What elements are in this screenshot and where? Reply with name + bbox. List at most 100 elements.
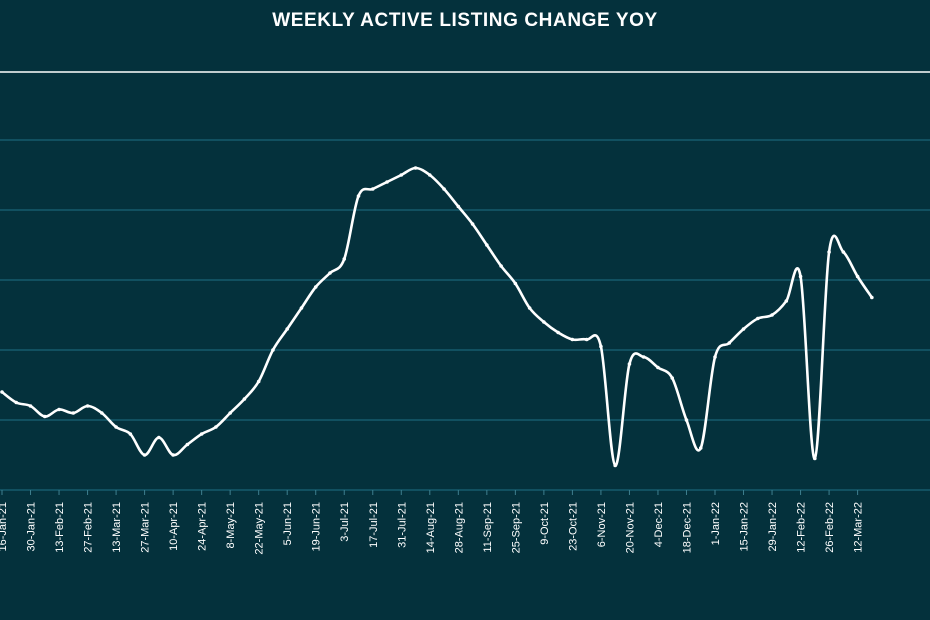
x-tick-label: 6-Nov-21 bbox=[596, 502, 608, 547]
data-point bbox=[599, 344, 603, 349]
data-point bbox=[342, 257, 347, 261]
data-point bbox=[798, 274, 803, 279]
series-line bbox=[0, 166, 874, 467]
data-point bbox=[513, 281, 518, 286]
x-tick-label: 29-Jan-22 bbox=[767, 502, 779, 552]
x-tick-label: 10-Apr-21 bbox=[168, 502, 180, 551]
data-point bbox=[584, 337, 589, 342]
gridlines bbox=[0, 71, 930, 491]
data-point bbox=[313, 285, 318, 289]
x-axis-ticks bbox=[1, 490, 859, 495]
x-tick-label: 13-Mar-21 bbox=[111, 502, 123, 553]
data-point bbox=[841, 250, 846, 254]
data-point bbox=[385, 180, 389, 184]
data-point bbox=[214, 425, 218, 429]
data-point bbox=[470, 222, 475, 226]
x-tick-label: 26-Feb-22 bbox=[824, 502, 836, 553]
chart-title: WEEKLY ACTIVE LISTING CHANGE YOY bbox=[272, 10, 658, 31]
data-point bbox=[71, 411, 76, 415]
data-point bbox=[57, 407, 61, 412]
data-point bbox=[855, 274, 860, 279]
x-tick-label: 17-Jul-21 bbox=[368, 502, 380, 548]
x-tick-label: 27-Feb-21 bbox=[83, 502, 95, 553]
x-tick-label: 12-Feb-22 bbox=[796, 502, 808, 553]
data-point bbox=[85, 404, 90, 408]
series-layer bbox=[0, 166, 874, 468]
data-point bbox=[285, 327, 290, 331]
data-point bbox=[542, 320, 546, 324]
data-point bbox=[242, 397, 247, 401]
data-point bbox=[627, 362, 632, 366]
data-point bbox=[613, 463, 617, 468]
x-tick-label: 3-Jul-21 bbox=[339, 502, 351, 542]
data-point bbox=[698, 446, 703, 450]
data-point bbox=[456, 204, 461, 209]
data-point bbox=[428, 173, 432, 177]
x-tick-label: 30-Jan-21 bbox=[26, 502, 38, 552]
data-point bbox=[684, 418, 689, 422]
x-tick-label: 9-Oct-21 bbox=[539, 502, 551, 545]
data-point bbox=[813, 456, 817, 461]
data-point bbox=[413, 166, 418, 170]
data-point bbox=[641, 355, 646, 359]
x-tick-label: 23-Oct-21 bbox=[567, 502, 579, 551]
data-point bbox=[28, 404, 33, 408]
data-point bbox=[42, 414, 47, 419]
x-tick-label: 4-Dec-21 bbox=[653, 502, 665, 547]
x-tick-label: 14-Aug-21 bbox=[425, 502, 437, 553]
data-point bbox=[399, 173, 404, 177]
data-point bbox=[570, 337, 575, 342]
data-point bbox=[727, 341, 732, 345]
x-tick-label: 28-Aug-21 bbox=[453, 502, 465, 553]
data-point bbox=[271, 348, 275, 352]
x-tick-label: 24-Apr-21 bbox=[197, 502, 209, 551]
data-point bbox=[741, 327, 746, 331]
data-point bbox=[114, 425, 118, 429]
x-tick-label: 19-Jun-21 bbox=[311, 502, 323, 552]
x-tick-label: 20-Nov-21 bbox=[624, 502, 636, 553]
data-point bbox=[356, 194, 361, 198]
data-point bbox=[527, 306, 532, 310]
data-point bbox=[185, 442, 190, 447]
data-point bbox=[827, 250, 831, 254]
data-point bbox=[14, 400, 19, 405]
x-tick-label: 18-Dec-21 bbox=[681, 502, 693, 553]
data-point bbox=[713, 355, 717, 359]
data-point bbox=[328, 271, 332, 275]
x-tick-label: 16-Jan-21 bbox=[0, 502, 9, 552]
data-point bbox=[0, 390, 4, 394]
data-point bbox=[556, 330, 560, 335]
x-tick-label: 22-May-21 bbox=[254, 502, 266, 555]
data-point bbox=[770, 313, 774, 317]
x-tick-label: 31-Jul-21 bbox=[396, 502, 408, 548]
data-point bbox=[157, 435, 161, 440]
x-tick-label: 8-May-21 bbox=[225, 502, 237, 548]
x-tick-label: 25-Sep-21 bbox=[510, 502, 522, 553]
data-point bbox=[485, 243, 489, 247]
x-tick-label: 1-Jan-22 bbox=[710, 502, 722, 545]
data-point bbox=[199, 432, 204, 436]
x-axis-labels: 16-Jan-21 30-Jan-21 13-Feb-21 27-Feb-21 13-M… bbox=[0, 502, 865, 555]
x-tick-label: 11-Sep-21 bbox=[482, 502, 494, 553]
data-point bbox=[142, 453, 147, 457]
data-point bbox=[755, 316, 760, 321]
data-point bbox=[370, 187, 375, 191]
data-point bbox=[670, 376, 675, 380]
data-point bbox=[256, 379, 261, 384]
x-tick-label: 13-Feb-21 bbox=[54, 502, 66, 553]
data-point bbox=[171, 453, 175, 457]
data-point bbox=[128, 432, 133, 436]
data-point bbox=[442, 187, 446, 191]
data-point bbox=[784, 299, 789, 303]
data-point bbox=[870, 295, 874, 300]
x-tick-label: 27-Mar-21 bbox=[140, 502, 152, 553]
data-point bbox=[228, 411, 232, 415]
data-point bbox=[100, 411, 104, 415]
x-tick-label: 15-Jan-22 bbox=[739, 502, 751, 552]
data-point bbox=[499, 264, 503, 268]
x-tick-label: 5-Jun-21 bbox=[282, 502, 294, 545]
data-point bbox=[299, 306, 304, 310]
x-tick-label: 12-Mar-22 bbox=[853, 502, 865, 553]
data-point bbox=[656, 365, 660, 370]
